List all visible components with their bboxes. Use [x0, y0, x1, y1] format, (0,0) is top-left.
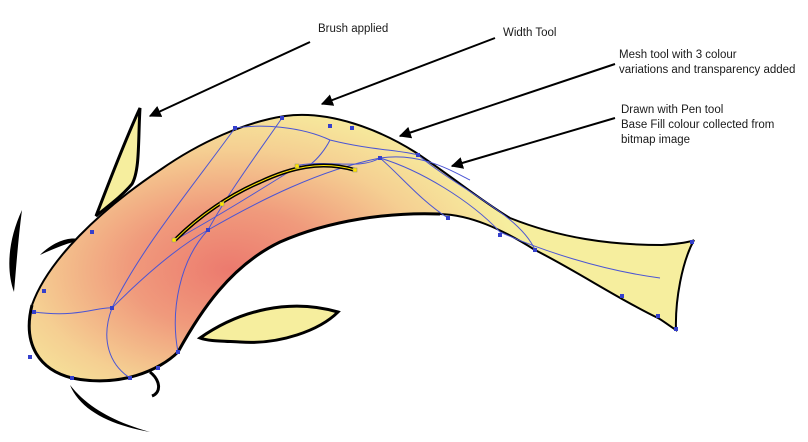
- body-outline-bottom: [27, 212, 441, 383]
- mesh-grid: [33, 117, 661, 379]
- dorsal-fin: [94, 107, 142, 218]
- annotation-pen-tool: Drawn with Pen tool Base Fill colour col…: [621, 104, 775, 146]
- body-outline-top: [31, 114, 511, 306]
- whisker-bottom: [70, 385, 150, 432]
- mesh-points: [28, 116, 694, 380]
- annotation-mesh-tool: Mesh tool with 3 colour variations and t…: [619, 49, 796, 76]
- annotation-width-tool: Width Tool: [503, 27, 557, 39]
- annotation-brush-applied: Brush applied: [318, 23, 389, 35]
- bottom-fin: [196, 304, 341, 344]
- annotation-arrows: [148, 37, 616, 169]
- whisker-left: [9, 210, 22, 292]
- selected-points: [171, 163, 358, 243]
